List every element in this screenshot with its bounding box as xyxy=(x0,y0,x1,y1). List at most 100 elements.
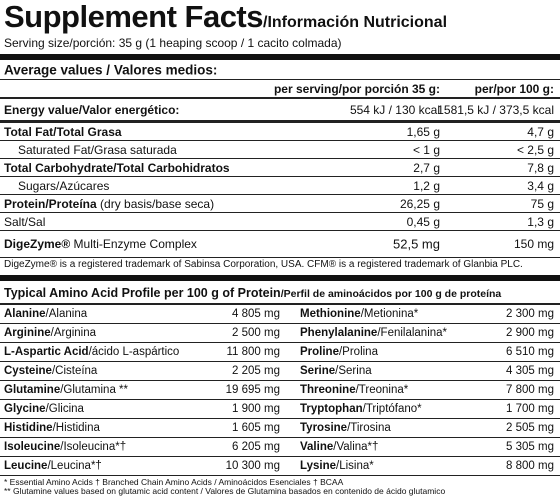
amino-amount: 1 605 mg xyxy=(232,422,280,434)
nutrient-label: Protein/Proteína xyxy=(4,196,97,211)
amino-amount: 19 695 mg xyxy=(225,384,280,396)
per-serving: 52,5 mg xyxy=(393,236,440,252)
footnote: * Essential Amino Acids † Branched Chain… xyxy=(4,477,344,487)
amino-name-es: /Tirosina xyxy=(347,422,391,434)
amino-name: Phenylalanine xyxy=(300,327,378,339)
nutrition-row: Total Fat/Total Grasa 1,65 g 4,7 g xyxy=(0,123,560,141)
amino-row: Tryptophan/Triptófano* 1 700 mg xyxy=(296,400,560,419)
amino-name: Glutamine xyxy=(4,384,61,396)
nutrition-row: Energy value/Valor energético: 554 kJ / 1… xyxy=(0,99,560,123)
amino-row: Leucine/Leucina*† 10 300 mg xyxy=(0,457,296,476)
amino-amount: 6 205 mg xyxy=(232,441,280,453)
per-serving: 2,7 g xyxy=(413,160,440,175)
amino-name-group: L-Aspartic Acid/ácido L-aspártico xyxy=(4,346,179,358)
amino-name: Glycine xyxy=(4,403,46,415)
amino-row: Isoleucine/Isoleucina*† 6 205 mg xyxy=(0,438,296,457)
amino-row: Proline/Prolina 6 510 mg xyxy=(296,343,560,362)
amino-name-group: Isoleucine/Isoleucina*† xyxy=(4,441,126,453)
amino-name-es: /Metionina* xyxy=(360,308,419,320)
per-100g: 1,3 g xyxy=(527,214,554,229)
amino-name: Serine xyxy=(300,365,336,377)
amino-name-group: Alanine/Alanina xyxy=(4,308,87,320)
amino-row: Threonine/Treonina* 7 800 mg xyxy=(296,381,560,400)
trademark-note: DigeZyme® is a registered trademark of S… xyxy=(4,259,523,270)
per-100g: 7,8 g xyxy=(527,160,554,175)
amino-row: Arginine/Arginina 2 500 mg xyxy=(0,324,296,343)
amino-name: Threonine xyxy=(300,384,356,396)
nutrient-label: Salt/Sal xyxy=(4,214,46,229)
amino-name: Methionine xyxy=(300,308,361,320)
amino-row: Phenylalanine/Fenilalanina* 2 900 mg xyxy=(296,324,560,343)
per-100g: 1581,5 kJ / 373,5 kcal xyxy=(437,102,554,117)
nutrient-label-group: Total Carbohydrate/Total Carbohidratos xyxy=(4,161,230,175)
amino-name-es: /Alanina xyxy=(45,308,88,320)
amino-name-es: /Arginina xyxy=(50,327,97,339)
per-100g: 4,7 g xyxy=(527,124,554,139)
thick-rule xyxy=(0,275,560,281)
nutrition-heading: Average values / Valores medios: xyxy=(4,62,218,78)
per-100g: < 2,5 g xyxy=(516,142,554,157)
amino-name-es: /Glicina xyxy=(45,403,84,415)
amino-name: Isoleucine xyxy=(4,441,61,453)
amino-name-es: /Fenilalanina* xyxy=(377,327,448,339)
amino-name: Tryptophan xyxy=(300,403,363,415)
amino-row: Valine/Valina*† 5 305 mg xyxy=(296,438,560,457)
amino-name-es: /Treonina* xyxy=(355,384,409,396)
amino-row: Glycine/Glicina 1 900 mg xyxy=(0,400,296,419)
nutrient-label-group: Energy value/Valor energético: xyxy=(4,103,179,117)
nutrition-row: DigeZyme® Multi-Enzyme Complex 52,5 mg 150… xyxy=(0,231,560,258)
nutrition-row: Sugars/Azúcares 1,2 g 3,4 g xyxy=(0,177,560,195)
amino-amount: 8 800 mg xyxy=(506,460,554,472)
amino-amount: 2 500 mg xyxy=(232,327,280,339)
per-serving: < 1 g xyxy=(412,142,440,157)
amino-amount: 5 305 mg xyxy=(506,441,554,453)
col-100g: per/por 100 g: xyxy=(474,81,554,96)
title-block: Supplement Facts/Información Nutricional xyxy=(4,0,447,34)
thick-rule xyxy=(0,54,560,60)
nutrition-row: Salt/Sal 0,45 g 1,3 g xyxy=(0,213,560,231)
per-serving: 26,25 g xyxy=(399,196,440,211)
amino-name: Arginine xyxy=(4,327,51,339)
amino-heading: Typical Amino Acid Profile per 100 g of … xyxy=(4,286,281,300)
amino-heading-row: Typical Amino Acid Profile per 100 g of … xyxy=(0,283,560,305)
amino-name: Histidine xyxy=(4,422,53,434)
nutrient-label: Energy value/Valor energético: xyxy=(4,102,180,117)
amino-row: Lysine/Lisina* 8 800 mg xyxy=(296,457,560,476)
amino-amount: 6 510 mg xyxy=(506,346,554,358)
serving-size: Serving size/porción: 35 g (1 heaping sc… xyxy=(4,36,342,50)
per-100g: 150 mg xyxy=(513,237,554,251)
nutrient-label: Total Fat/Total Grasa xyxy=(4,124,122,139)
amino-name-es: /Leucina*† xyxy=(47,460,102,472)
amino-name: Cysteine xyxy=(4,365,52,377)
col-serving: per serving/por porción 35 g: xyxy=(273,81,440,96)
nutrient-label-group: Total Fat/Total Grasa xyxy=(4,125,122,139)
nutrient-label: DigeZyme® xyxy=(4,237,71,251)
amino-amount: 1 900 mg xyxy=(232,403,280,415)
amino-amount: 2 205 mg xyxy=(232,365,280,377)
amino-name-group: Phenylalanine/Fenilalanina* xyxy=(300,327,447,339)
amino-row: Cysteine/Cisteína 2 205 mg xyxy=(0,362,296,381)
amino-amount: 10 300 mg xyxy=(225,460,280,472)
amino-name-group: Glutamine/Glutamina ** xyxy=(4,384,128,396)
amino-name-es: /Lisina* xyxy=(336,460,374,472)
per-100g: 3,4 g xyxy=(527,178,554,193)
amino-name: Proline xyxy=(300,346,339,358)
nutrient-label-group: Salt/Sal xyxy=(4,215,45,229)
amino-amount: 1 700 mg xyxy=(506,403,554,415)
amino-name-group: Arginine/Arginina xyxy=(4,327,96,339)
amino-row: Serine/Serina 4 305 mg xyxy=(296,362,560,381)
amino-name-es: /Valina*† xyxy=(333,441,379,453)
nutrient-label-group: DigeZyme® Multi-Enzyme Complex xyxy=(4,237,197,251)
per-serving: 1,65 g xyxy=(406,124,440,139)
amino-name: Valine xyxy=(300,441,334,453)
amino-amount: 2 505 mg xyxy=(506,422,554,434)
amino-name-group: Lysine/Lisina* xyxy=(300,460,374,472)
per-100g: 75 g xyxy=(530,196,554,211)
per-serving: 554 kJ / 130 kcal xyxy=(349,102,440,117)
amino-name: L-Aspartic Acid xyxy=(4,346,89,358)
amino-name-es: /Histidina xyxy=(52,422,100,434)
nutrition-row: Total Carbohydrate/Total Carbohidratos 2,… xyxy=(0,159,560,177)
title: Supplement Facts xyxy=(4,0,264,34)
amino-name-group: Glycine/Glicina xyxy=(4,403,84,415)
